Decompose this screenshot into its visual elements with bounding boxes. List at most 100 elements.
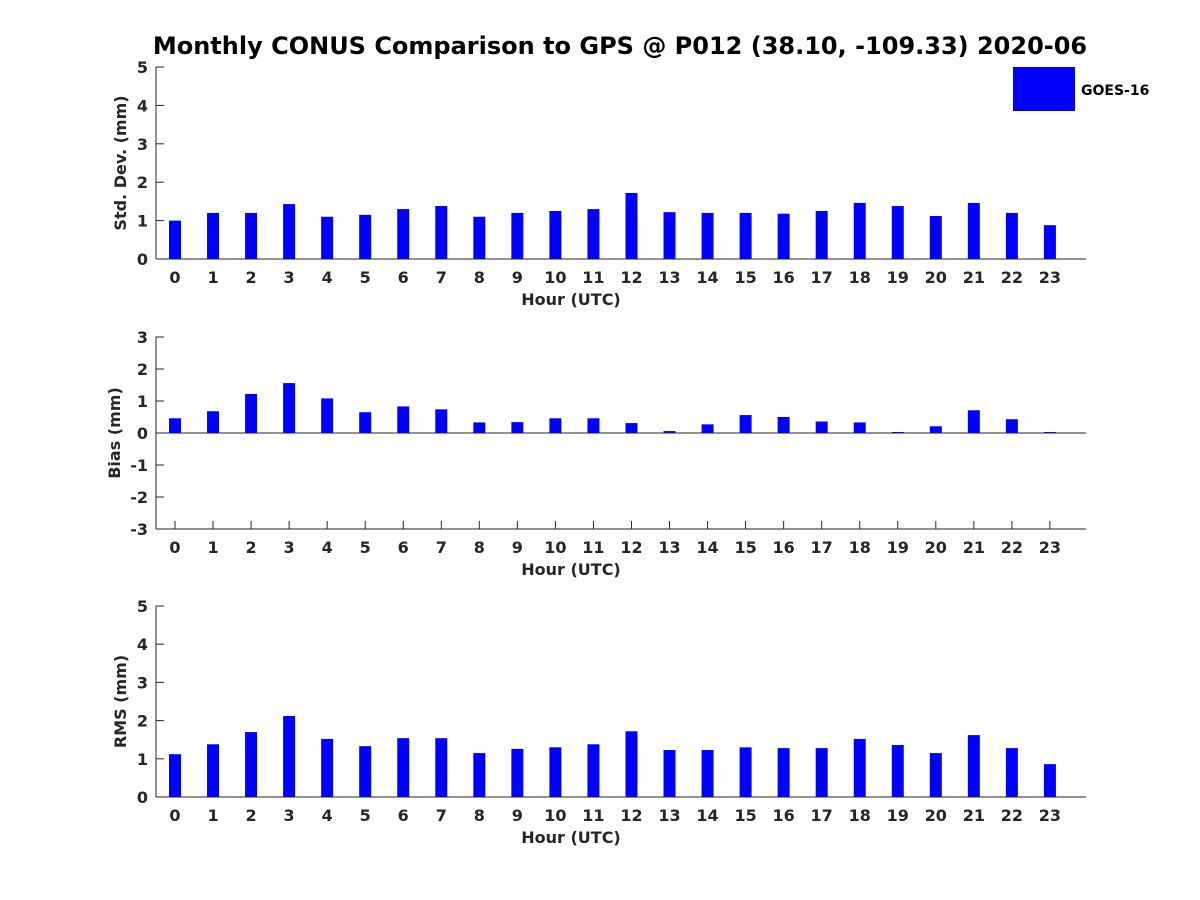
bias-bar [929, 426, 942, 433]
std-dev-xtick-label: 9 [512, 268, 523, 287]
bias-xtick-label: 0 [169, 538, 180, 557]
std-dev-ytick-label: 0 [137, 250, 148, 269]
std-dev-bar [169, 220, 181, 259]
rms-xtick-label: 23 [1039, 806, 1061, 825]
rms-bar [701, 750, 714, 797]
bias-bar [1005, 419, 1018, 433]
bias-bar [587, 418, 600, 433]
rms-xtick-label: 13 [658, 806, 680, 825]
rms-xtick-label: 1 [207, 806, 218, 825]
std-dev-xtick-label: 23 [1039, 268, 1061, 287]
bias-bar [815, 421, 828, 433]
std-dev-bar [207, 212, 220, 259]
std-dev-xtick-label: 17 [811, 268, 833, 287]
std-dev-xtick-label: 1 [207, 268, 218, 287]
bias-xtick-label: 23 [1039, 538, 1061, 557]
std-dev-bar [511, 212, 524, 259]
std-dev-bar [283, 204, 296, 259]
bias-xtick-label: 12 [620, 538, 642, 557]
rms-xtick-label: 8 [474, 806, 485, 825]
rms-bar [511, 748, 524, 797]
std-dev-xtick-label: 16 [773, 268, 795, 287]
bias-xtick-label: 4 [322, 538, 333, 557]
std-dev-bar [663, 212, 676, 259]
std-dev-bar [853, 202, 866, 259]
bias-bar [169, 418, 181, 433]
bias-bar [891, 432, 904, 434]
bias-xtick-label: 22 [1001, 538, 1023, 557]
rms-xtick-label: 3 [284, 806, 295, 825]
bias-xtick-label: 3 [284, 538, 295, 557]
rms-ytick-label: 0 [137, 788, 148, 807]
std-dev-ytick-label: 2 [137, 173, 148, 192]
std-dev-xtick-label: 20 [925, 268, 947, 287]
bias-bar [625, 423, 638, 433]
bias-bar [777, 417, 790, 433]
bias-ytick-label: -1 [130, 456, 148, 475]
bias-bar [663, 431, 676, 433]
rms-ytick-label: 4 [137, 635, 148, 654]
bias-ytick-label: -3 [130, 520, 148, 539]
rms-bar [169, 754, 181, 797]
bias-xtick-label: 20 [925, 538, 947, 557]
rms-xtick-label: 10 [544, 806, 566, 825]
std-dev-xtick-label: 12 [620, 268, 642, 287]
std-dev-bar [967, 202, 980, 259]
rms-bar [891, 745, 904, 797]
rms-bar [777, 748, 790, 797]
bias-bar [701, 424, 714, 433]
rms-xtick-label: 4 [322, 806, 333, 825]
rms-xlabel: Hour (UTC) [521, 828, 621, 847]
bias-bar [473, 422, 486, 433]
bias-bar [397, 406, 410, 433]
rms-bar [473, 753, 486, 797]
bias-bar [207, 411, 220, 433]
rms-ytick-label: 2 [137, 712, 148, 731]
rms-bar [929, 753, 942, 797]
bias-xtick-label: 21 [963, 538, 985, 557]
bias-bar [739, 415, 752, 433]
std-dev-xtick-label: 3 [284, 268, 295, 287]
bias-xtick-label: 18 [849, 538, 871, 557]
rms-xtick-label: 14 [696, 806, 718, 825]
rms-bar [663, 750, 676, 797]
std-dev-ylabel: Std. Dev. (mm) [111, 95, 130, 230]
std-dev-bar [473, 216, 486, 259]
std-dev-xtick-label: 15 [734, 268, 756, 287]
rms-xtick-label: 20 [925, 806, 947, 825]
bias-xtick-label: 2 [246, 538, 257, 557]
rms-xtick-label: 2 [246, 806, 257, 825]
bias-bar [1043, 432, 1056, 434]
bias-ylabel: Bias (mm) [105, 387, 124, 479]
std-dev-bar [929, 215, 942, 259]
std-dev-bar [625, 192, 638, 259]
std-dev-bar [435, 206, 448, 259]
rms-xtick-label: 15 [734, 806, 756, 825]
bias-ytick-label: 2 [137, 360, 148, 379]
rms-ytick-label: 1 [137, 750, 148, 769]
bias-xtick-label: 10 [544, 538, 566, 557]
std-dev-bar [549, 211, 562, 259]
rms-ylabel: RMS (mm) [111, 655, 130, 748]
std-dev-bar [587, 209, 600, 259]
rms-xtick-label: 9 [512, 806, 523, 825]
std-dev-xtick-label: 13 [658, 268, 680, 287]
bias-xtick-label: 17 [811, 538, 833, 557]
std-dev-xtick-label: 2 [246, 268, 257, 287]
std-dev-xtick-label: 10 [544, 268, 566, 287]
std-dev-bar [1043, 225, 1056, 259]
std-dev-xtick-label: 21 [963, 268, 985, 287]
bias-xtick-label: 15 [734, 538, 756, 557]
std-dev-bar [1005, 212, 1018, 259]
bias-xtick-label: 5 [360, 538, 371, 557]
bias-bar [967, 410, 980, 433]
std-dev-xtick-label: 7 [436, 268, 447, 287]
std-dev-bar [701, 212, 714, 259]
rms-xtick-label: 12 [620, 806, 642, 825]
std-dev-xtick-label: 6 [398, 268, 409, 287]
bias-xtick-label: 6 [398, 538, 409, 557]
